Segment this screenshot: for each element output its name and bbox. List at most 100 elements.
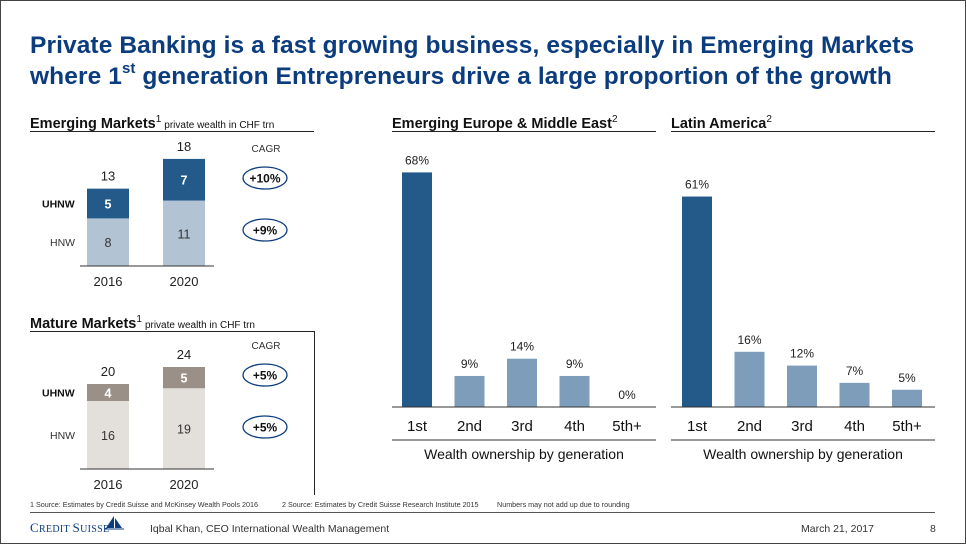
- hnw-row-label: HNW: [50, 237, 75, 249]
- uhnw-value-label-2016: 4: [105, 387, 112, 401]
- title-superscript: st: [121, 60, 136, 77]
- emerging-markets-title: Emerging Markets: [30, 116, 156, 132]
- footer-rule: [30, 512, 935, 513]
- europe-rule: [392, 131, 656, 132]
- footnote-1: 1 Source: Estimates by Credit Suisse and…: [30, 500, 258, 509]
- title-line-2-start: where 1: [30, 63, 122, 90]
- mature-markets-rule: [30, 331, 314, 332]
- slide-title: Private Banking is a fast growing busine…: [30, 30, 940, 92]
- hnw-value-label-2020: 11: [178, 227, 191, 241]
- cagr-uhnw-oval: [242, 363, 288, 387]
- generation-value-label-2nd: 9%: [461, 357, 479, 371]
- hnw-value-label-2016: 8: [105, 236, 112, 250]
- uhnw-value-label-2016: 5: [105, 198, 112, 212]
- logo-uisse: UISSE: [80, 524, 110, 535]
- footnote-3: Numbers may not add up due to rounding: [497, 500, 630, 509]
- uhnw-bar-2016: [87, 188, 129, 219]
- cagr-hnw-value: +5%: [253, 421, 278, 435]
- latam-title: Latin America: [671, 116, 767, 132]
- hnw-row-label: HNW: [50, 430, 75, 442]
- credit-suisse-logo: CREDIT SUISSE: [30, 520, 109, 536]
- generation-category-label-1st: 1st: [687, 418, 708, 435]
- mature-markets-side-rule: [314, 331, 315, 495]
- title-line-2-end: generation Entrepreneurs drive a large p…: [135, 63, 892, 90]
- logo-s: S: [72, 520, 81, 535]
- generation-category-label-5th+: 5th+: [892, 418, 922, 435]
- cagr-hnw-oval: [242, 218, 288, 242]
- latam-rule: [671, 131, 935, 132]
- hnw-bar-2016: [87, 218, 129, 266]
- category-label-2020: 2020: [170, 477, 199, 492]
- x-axis-title: Wealth ownership by generation: [424, 446, 624, 462]
- cagr-uhnw-value: +5%: [253, 369, 278, 383]
- generation-value-label-5th+: 5%: [898, 371, 916, 385]
- europe-heading: Emerging Europe & Middle East2: [392, 114, 618, 132]
- generation-bar-1st: [402, 172, 432, 407]
- mature-markets-heading: Mature Markets1private wealth in CHF trn: [30, 314, 255, 332]
- uhnw-row-label: UHNW: [42, 388, 75, 400]
- generation-value-label-2nd: 16%: [737, 333, 761, 347]
- generation-bar-5th+: [892, 389, 922, 407]
- mature-markets-sup: 1: [136, 314, 142, 325]
- hnw-bar-2020: [163, 388, 205, 469]
- generation-value-label-4th: 7%: [846, 364, 864, 378]
- hnw-value-label-2016: 16: [101, 429, 115, 443]
- total-label-2020: 18: [177, 139, 191, 154]
- generation-category-label-2nd: 2nd: [457, 418, 482, 435]
- europe-sup: 2: [611, 114, 618, 125]
- generation-bar-2nd: [734, 351, 765, 407]
- generation-value-label-4th: 9%: [566, 357, 584, 371]
- emerging-markets-subtitle: private wealth in CHF trn: [164, 120, 275, 131]
- sails-logo-icon: [105, 516, 124, 530]
- presenter: Iqbal Khan, CEO International Wealth Man…: [150, 523, 390, 535]
- logo-redit: REDIT: [38, 524, 73, 535]
- uhnw-value-label-2020: 5: [181, 372, 188, 386]
- emerging-markets-sup: 1: [155, 114, 162, 125]
- total-label-2016: 13: [101, 169, 115, 184]
- category-label-2016: 2016: [94, 477, 123, 492]
- uhnw-bar-2020: [163, 367, 205, 389]
- total-label-2020: 24: [177, 347, 191, 362]
- emerging-markets-heading: Emerging Markets1private wealth in CHF t…: [30, 114, 274, 132]
- hnw-bar-2020: [163, 200, 205, 266]
- generation-value-label-5th+: 0%: [618, 388, 636, 402]
- latam-sup: 2: [766, 114, 772, 125]
- cagr-hnw-oval: [242, 415, 288, 439]
- title-line-1: Private Banking is a fast growing busine…: [30, 32, 915, 59]
- generation-bar-4th: [559, 375, 590, 407]
- presentation-date: March 21, 2017: [801, 523, 874, 535]
- category-label-2020: 2020: [170, 274, 199, 289]
- category-label-2016: 2016: [94, 274, 123, 289]
- uhnw-bar-2016: [87, 384, 129, 401]
- generation-bar-3rd: [787, 365, 817, 407]
- total-label-2016: 20: [101, 364, 115, 379]
- europe-title: Emerging Europe & Middle East: [392, 116, 612, 132]
- uhnw-value-label-2020: 7: [181, 174, 188, 188]
- cagr-hnw-value: +9%: [253, 224, 278, 238]
- generation-bar-4th: [839, 382, 870, 407]
- cagr-header: CAGR: [252, 341, 281, 352]
- generation-category-label-2nd: 2nd: [737, 418, 762, 435]
- mature-markets-title: Mature Markets: [30, 316, 137, 332]
- hnw-bar-2016: [87, 401, 129, 469]
- footnote-2: 2 Source: Estimates by Credit Suisse Res…: [282, 500, 479, 509]
- uhnw-bar-2020: [163, 158, 205, 201]
- generation-category-label-3rd: 3rd: [511, 418, 533, 435]
- logo-c: C: [30, 520, 39, 535]
- generation-category-label-4th: 4th: [844, 418, 865, 435]
- generation-category-label-1st: 1st: [407, 418, 428, 435]
- title-line-2: where 1st generation Entrepreneurs drive…: [30, 61, 940, 92]
- page-number: 8: [930, 523, 936, 535]
- hnw-value-label-2020: 19: [177, 423, 191, 437]
- generation-value-label-1st: 68%: [405, 153, 429, 167]
- uhnw-row-label: UHNW: [42, 199, 75, 211]
- generation-category-label-5th+: 5th+: [612, 418, 642, 435]
- generation-bar-3rd: [507, 358, 537, 407]
- generation-bar-2nd: [454, 375, 485, 407]
- generation-bar-1st: [682, 196, 712, 407]
- generation-value-label-3rd: 14%: [510, 340, 534, 354]
- x-axis-title: Wealth ownership by generation: [703, 446, 903, 462]
